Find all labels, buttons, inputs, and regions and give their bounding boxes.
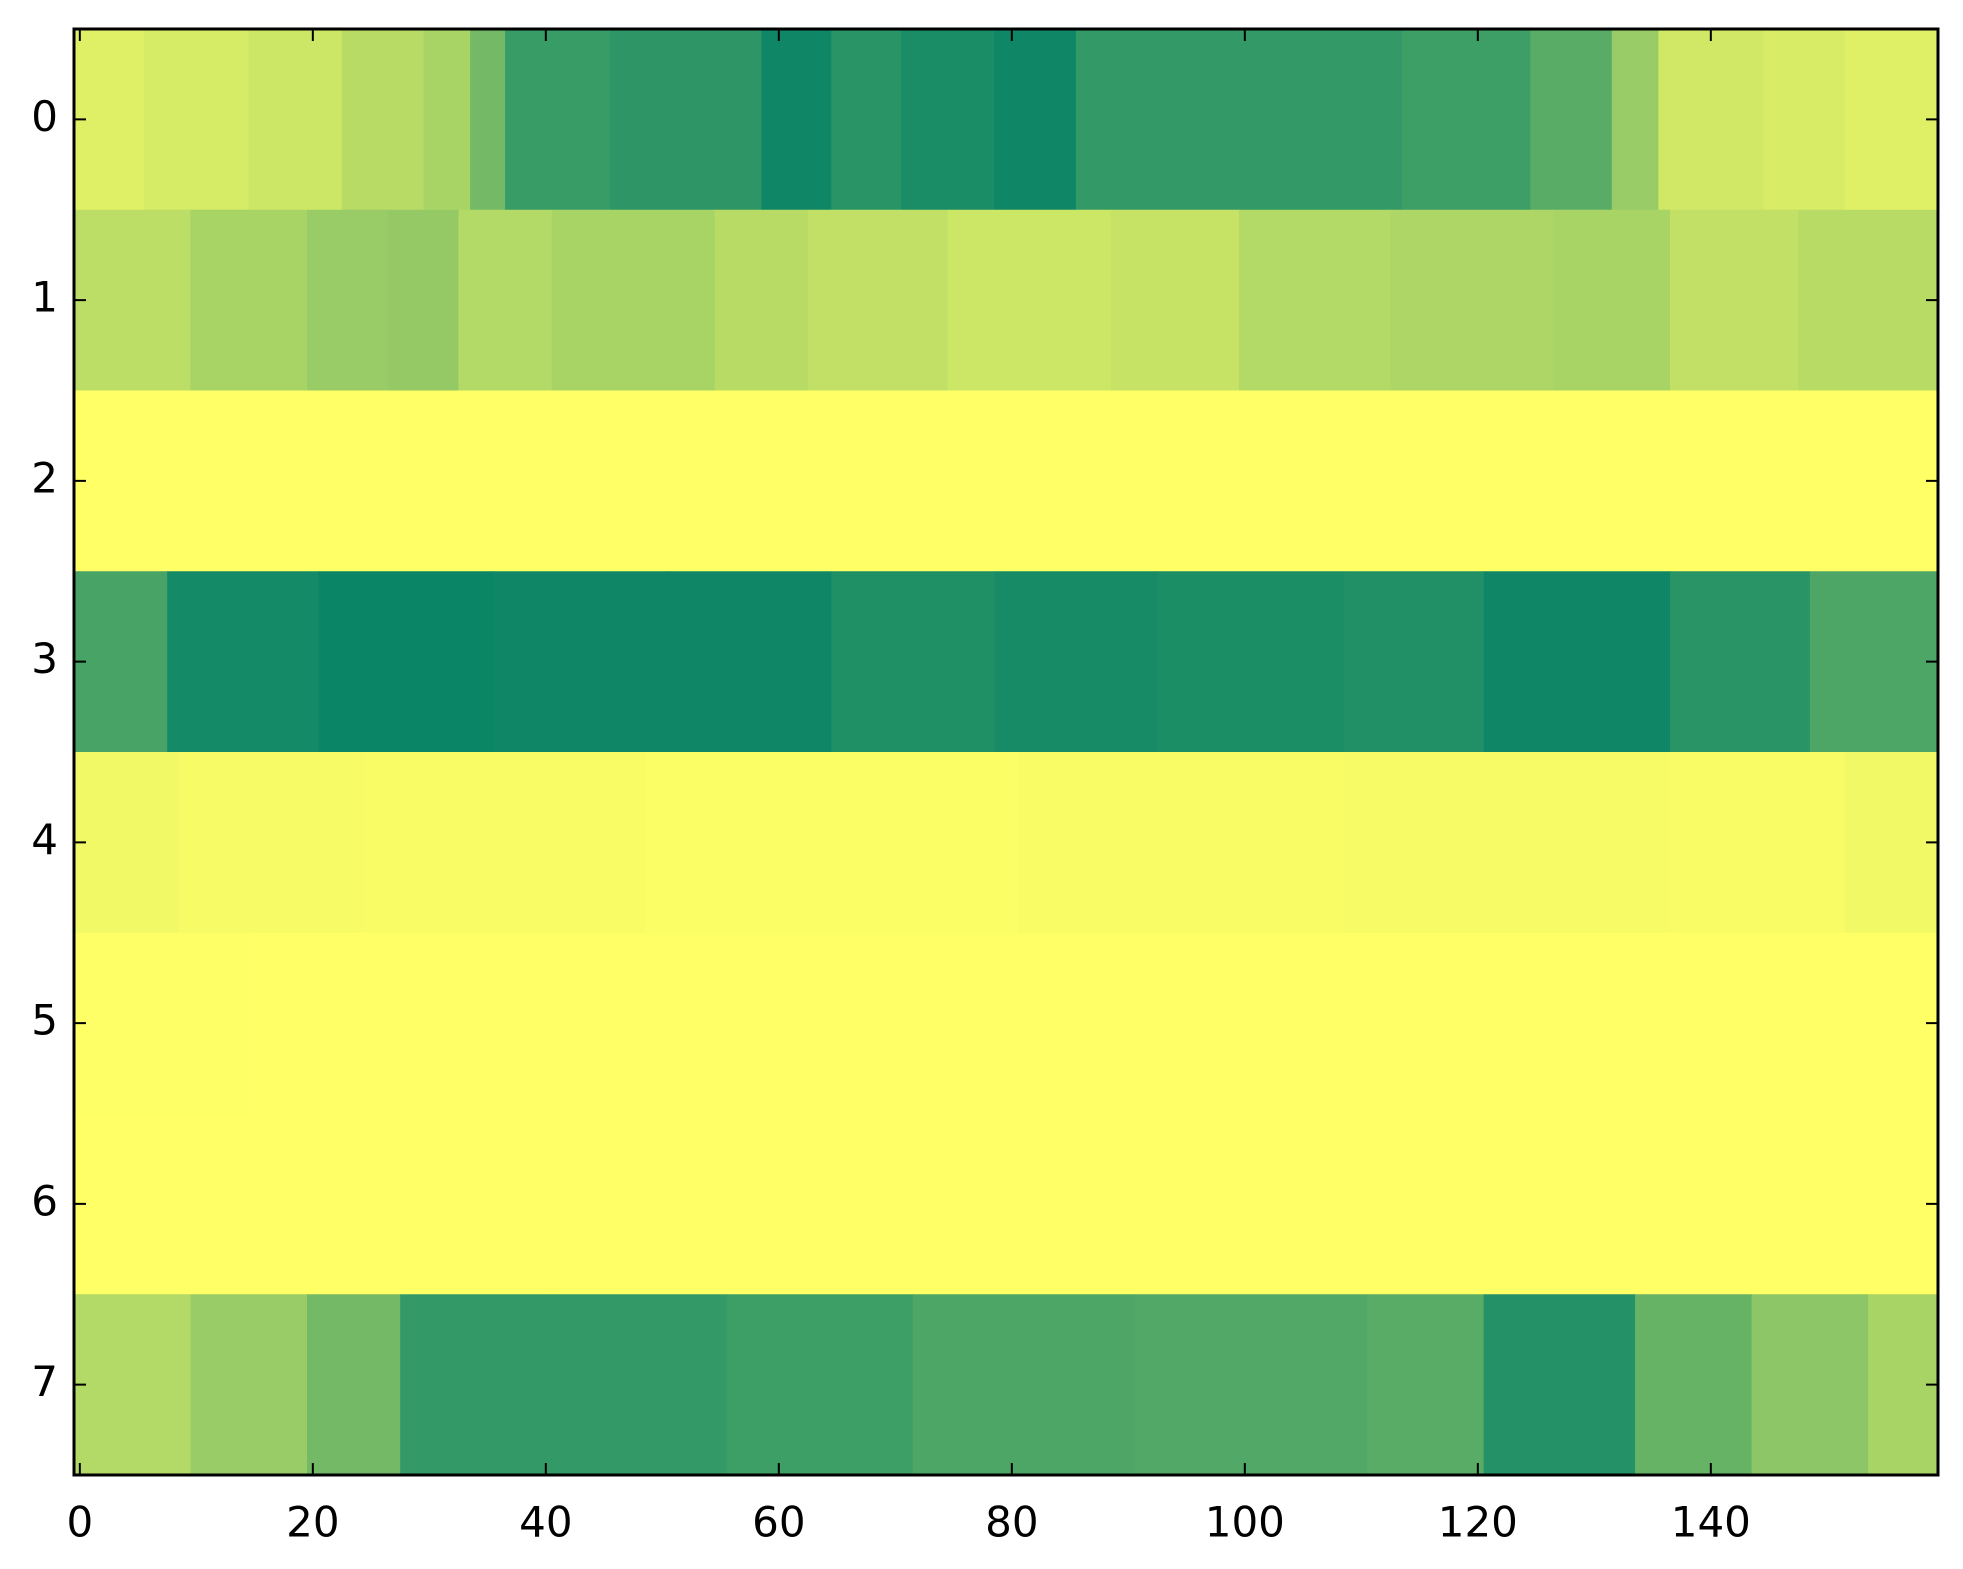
x-tick-label-80: 80 <box>985 1498 1038 1547</box>
heatmap-cell-row-0-seg-15 <box>1530 29 1613 211</box>
heatmap-cell-row-3-seg-0 <box>74 571 168 753</box>
x-tick-label-20: 20 <box>286 1498 339 1547</box>
heatmap-cell-row-0-seg-6 <box>505 29 611 211</box>
heatmap-cell-row-3-seg-1 <box>167 571 320 753</box>
heatmap-cell-row-4-seg-6 <box>1670 752 1846 934</box>
y-tick-label-6: 6 <box>31 1176 58 1225</box>
heatmap-cell-row-7-seg-3 <box>400 1294 553 1476</box>
heatmap-cell-row-0-seg-9 <box>831 29 902 211</box>
heatmap-cell-row-0-seg-1 <box>143 29 250 211</box>
y-tick-label-3: 3 <box>31 634 58 683</box>
heatmap-cell-row-0-seg-8 <box>761 29 832 211</box>
heatmap-cell-row-7-seg-4 <box>551 1294 727 1476</box>
heatmap-cell-row-7-seg-11 <box>1751 1294 1869 1476</box>
axis-tick-labels: 0 20 40 60 80 100 120 140 0 1 2 3 4 5 6 7 <box>31 92 1751 1547</box>
heatmap-cell-row-4-seg-3 <box>644 752 1019 934</box>
x-tick-label-100: 100 <box>1205 1498 1285 1547</box>
heatmap-cells <box>74 29 1939 1476</box>
heatmap-cell-row-1-seg-7 <box>807 209 949 392</box>
x-tick-label-60: 60 <box>752 1498 805 1547</box>
heatmap-cell-row-3-seg-7 <box>1157 571 1345 753</box>
heatmap-cell-row-3-seg-6 <box>994 571 1159 753</box>
heatmap-cell-row-0-seg-11 <box>994 29 1077 211</box>
heatmap-cell-row-3-seg-10 <box>1670 571 1811 753</box>
heatmap-cell-row-1-seg-1 <box>190 209 308 392</box>
heatmap-cell-row-1-seg-10 <box>1239 209 1392 392</box>
plot-frame <box>72 27 1940 1477</box>
heatmap-cell-row-1-seg-8 <box>947 209 1112 392</box>
y-tick-label-4: 4 <box>31 815 58 864</box>
x-tick-label-120: 120 <box>1438 1498 1518 1547</box>
heatmap-cell-row-0-seg-5 <box>470 29 506 211</box>
heatmap-cell-row-3-seg-8 <box>1343 571 1485 753</box>
heatmap-cell-row-7-seg-10 <box>1635 1294 1753 1476</box>
y-tick-label-7: 7 <box>31 1357 58 1406</box>
heatmap-cell-row-1-seg-3 <box>388 209 460 392</box>
x-tick-label-40: 40 <box>519 1498 572 1547</box>
x-tick-label-0: 0 <box>66 1498 93 1547</box>
heatmap-cell-row-1-seg-13 <box>1670 209 1799 392</box>
heatmap-cell-row-0-seg-2 <box>248 29 343 211</box>
heatmap-cell-row-7-seg-6 <box>912 1294 1135 1476</box>
heatmap-cell-row-4-seg-4 <box>1017 752 1345 934</box>
heatmap-cell-row-3-seg-4 <box>668 571 832 753</box>
heatmap-cell-row-7-seg-9 <box>1483 1294 1636 1476</box>
y-tick-label-5: 5 <box>31 996 58 1045</box>
heatmap-cell-row-4-seg-7 <box>1844 752 1939 934</box>
heatmap-cell-row-4-seg-2 <box>365 752 646 934</box>
y-tick-label-2: 2 <box>31 453 58 502</box>
heatmap-cell-row-7-seg-5 <box>726 1294 914 1476</box>
heatmap-cell-row-0-seg-7 <box>609 29 762 211</box>
y-tick-label-1: 1 <box>31 273 58 322</box>
heatmap-cell-row-3-seg-2 <box>318 571 494 753</box>
heatmap-cell-row-5-seg-1 <box>248 932 1939 1115</box>
heatmap-cell-row-0-seg-3 <box>341 29 425 211</box>
heatmap-cell-row-7-seg-7 <box>1134 1294 1368 1476</box>
heatmap-cell-row-7-seg-8 <box>1367 1294 1485 1476</box>
heatmap-cell-row-1-seg-6 <box>714 209 809 392</box>
heatmap-cell-row-0-seg-18 <box>1763 29 1846 211</box>
heatmap-cell-row-1-seg-4 <box>458 209 553 392</box>
y-tick-label-0: 0 <box>31 92 58 141</box>
heatmap-cell-row-5-seg-0 <box>74 932 250 1115</box>
heatmap-cell-row-7-seg-2 <box>307 1294 401 1476</box>
x-tick-label-140: 140 <box>1671 1498 1751 1547</box>
axis-ticks <box>74 29 1938 1475</box>
heatmap-cell-row-0-seg-10 <box>901 29 995 211</box>
heatmap-cell-row-1-seg-2 <box>307 209 390 392</box>
heatmap-cell-row-3-seg-3 <box>493 571 669 753</box>
heatmap-cell-row-2-seg-0 <box>74 390 1939 572</box>
heatmap-cell-row-3-seg-11 <box>1809 571 1939 753</box>
heatmap-cell-row-0-seg-14 <box>1402 29 1531 211</box>
heatmap-cell-row-1-seg-11 <box>1390 209 1555 392</box>
heatmap-cell-row-4-seg-5 <box>1343 752 1671 934</box>
heatmap-cell-row-1-seg-9 <box>1110 209 1240 392</box>
heatmap-cell-row-7-seg-0 <box>74 1294 192 1476</box>
heatmap-cell-row-0-seg-13 <box>1215 29 1403 211</box>
heatmap-cell-row-4-seg-1 <box>178 752 366 934</box>
heatmap-cell-row-1-seg-0 <box>74 209 192 392</box>
heatmap-cell-row-7-seg-1 <box>190 1294 308 1476</box>
heatmap-cell-row-3-seg-5 <box>831 571 995 753</box>
heatmap-cell-row-0-seg-19 <box>1844 29 1939 211</box>
heatmap-cell-row-1-seg-5 <box>551 209 716 392</box>
heatmap-cell-row-6-seg-0 <box>74 1113 1939 1295</box>
heatmap-cell-row-0-seg-12 <box>1075 29 1217 211</box>
heatmap-cell-row-3-seg-9 <box>1483 571 1671 753</box>
heatmap-cell-row-4-seg-0 <box>74 752 180 934</box>
heatmap-cell-row-0-seg-4 <box>423 29 471 211</box>
heatmap-cell-row-1-seg-12 <box>1553 209 1671 392</box>
heatmap-cell-row-1-seg-14 <box>1798 209 1939 392</box>
heatmap-cell-row-0-seg-16 <box>1611 29 1659 211</box>
heatmap-cell-row-0-seg-17 <box>1658 29 1764 211</box>
